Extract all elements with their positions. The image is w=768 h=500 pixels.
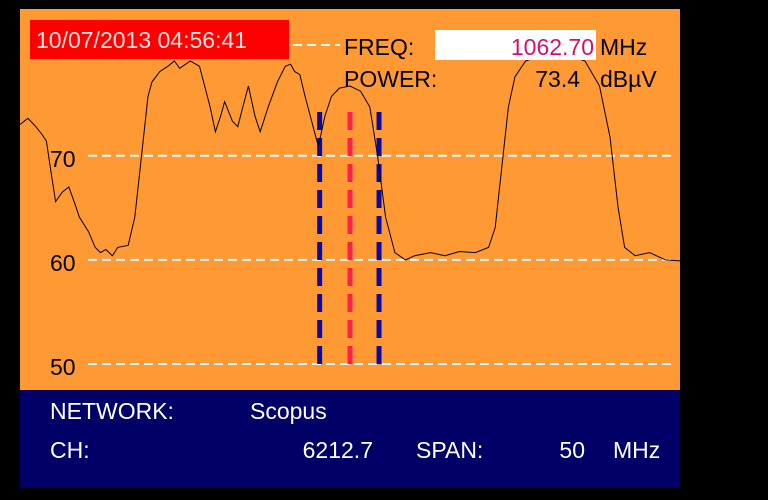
power-unit: dBµV (600, 66, 657, 92)
channel-value: 6212.7 (303, 437, 373, 463)
span-unit: MHz (613, 437, 660, 463)
datetime-box (30, 20, 289, 59)
freq-value[interactable]: 1062.70 (511, 34, 594, 60)
markers (317, 112, 382, 366)
freq-unit: MHz (600, 34, 647, 60)
y-tick-label: 70 (50, 146, 76, 172)
channel-label: CH: (50, 437, 90, 463)
span-label: SPAN: (416, 437, 483, 463)
network-value: Scopus (250, 398, 327, 424)
freq-label: FREQ: (344, 34, 414, 60)
y-tick-labels: 70 60 50 (50, 146, 76, 380)
datetime: 10/07/2013 04:56:41 (36, 27, 247, 53)
power-label: POWER: (344, 66, 437, 92)
y-tick-label: 60 (50, 250, 76, 276)
power-value: 73.4 (535, 66, 580, 92)
spectrum-trace (19, 53, 681, 262)
grid-lines (88, 154, 676, 365)
span-value: 50 (559, 437, 585, 463)
info-panel (20, 390, 680, 488)
network-label: NETWORK: (50, 398, 174, 424)
freq-value-box[interactable] (435, 30, 596, 60)
y-tick-label: 50 (50, 354, 76, 380)
